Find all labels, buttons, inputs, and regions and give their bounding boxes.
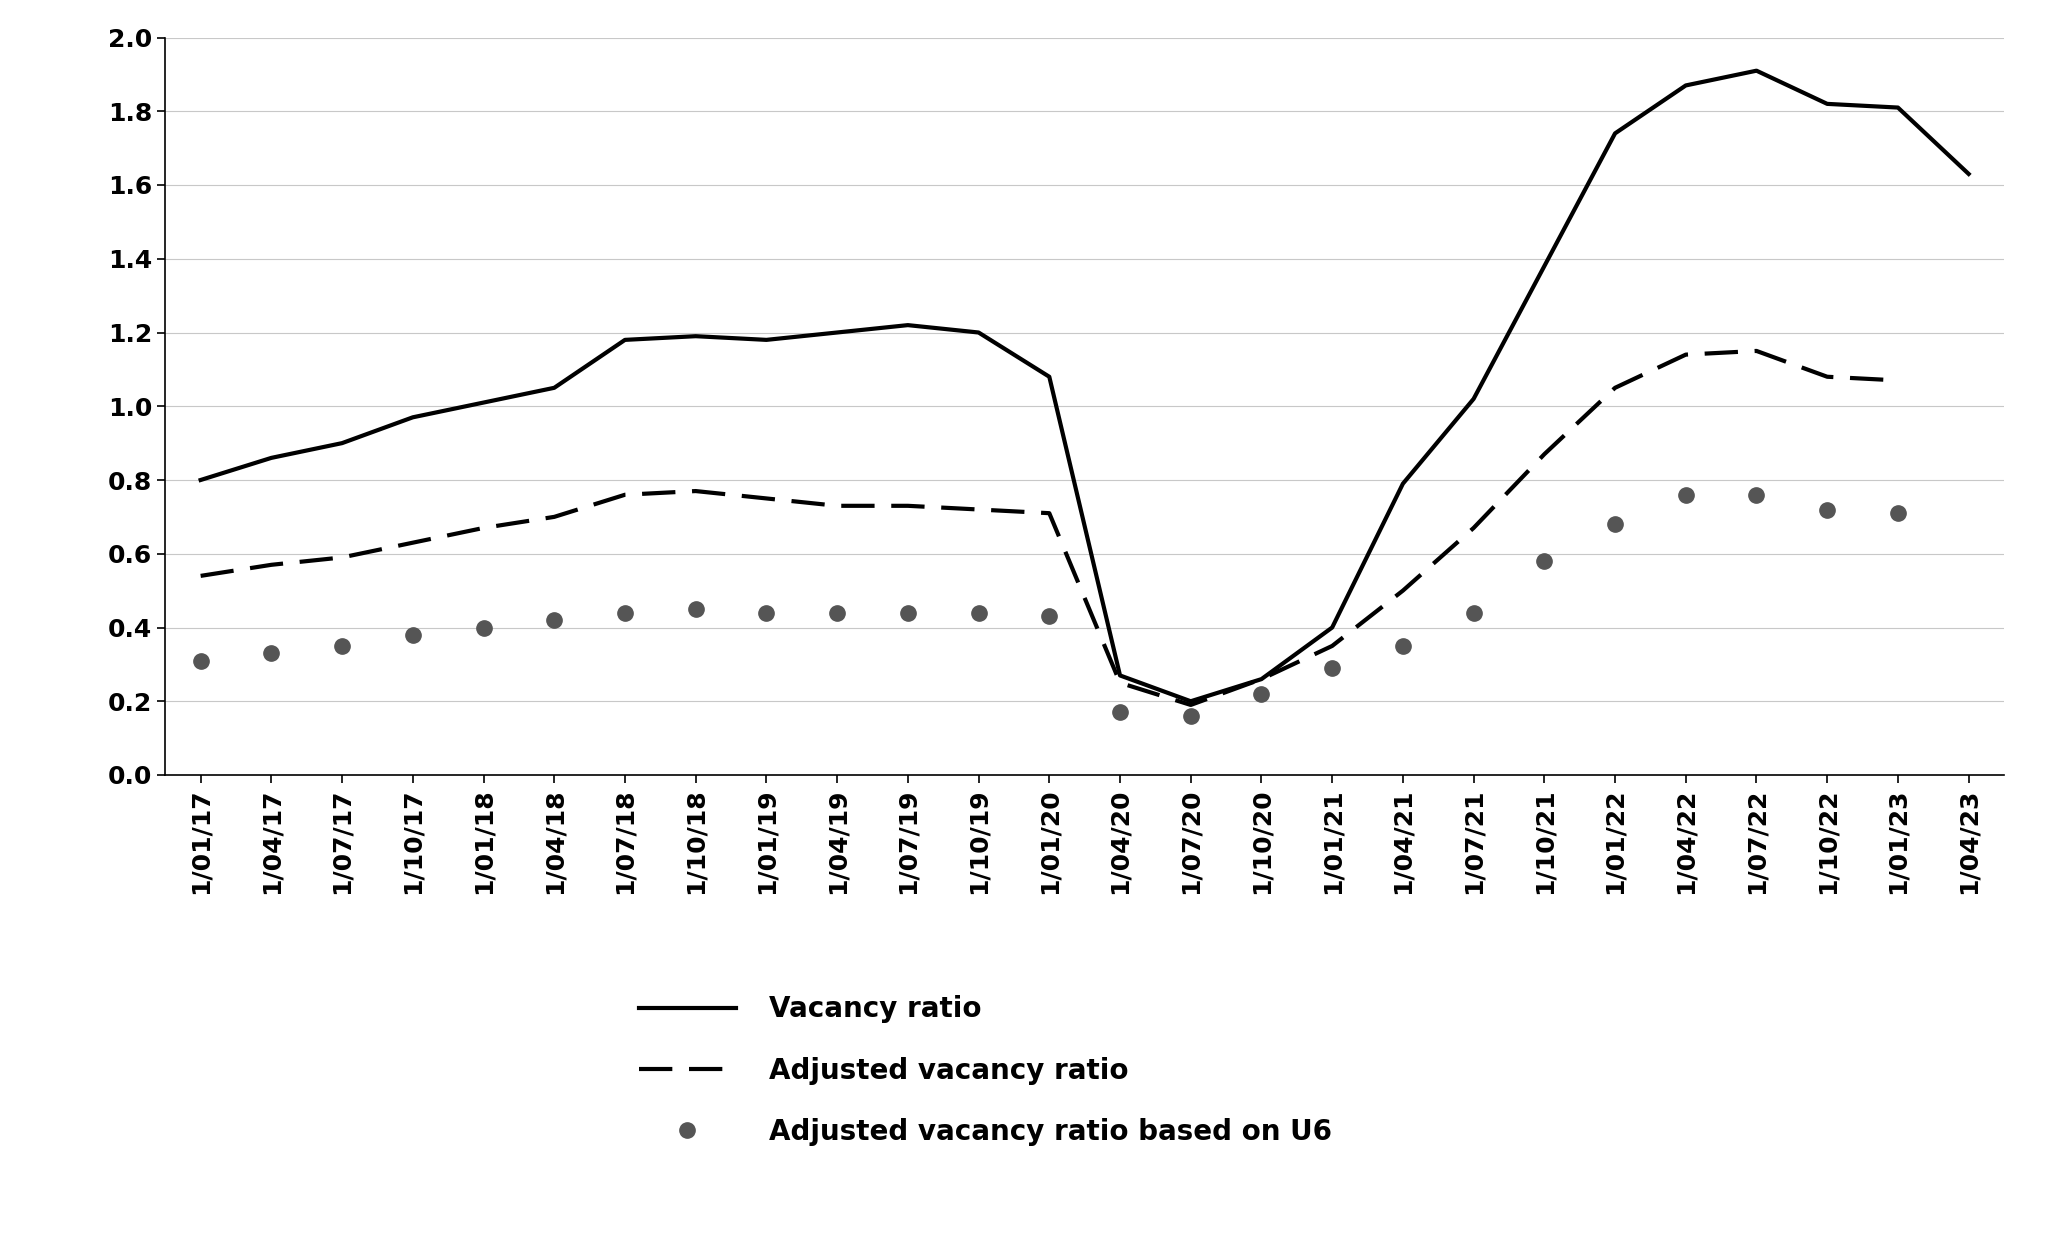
Legend: Vacancy ratio, Adjusted vacancy ratio, Adjusted vacancy ratio based on U6: Vacancy ratio, Adjusted vacancy ratio, A… [638,995,1333,1146]
